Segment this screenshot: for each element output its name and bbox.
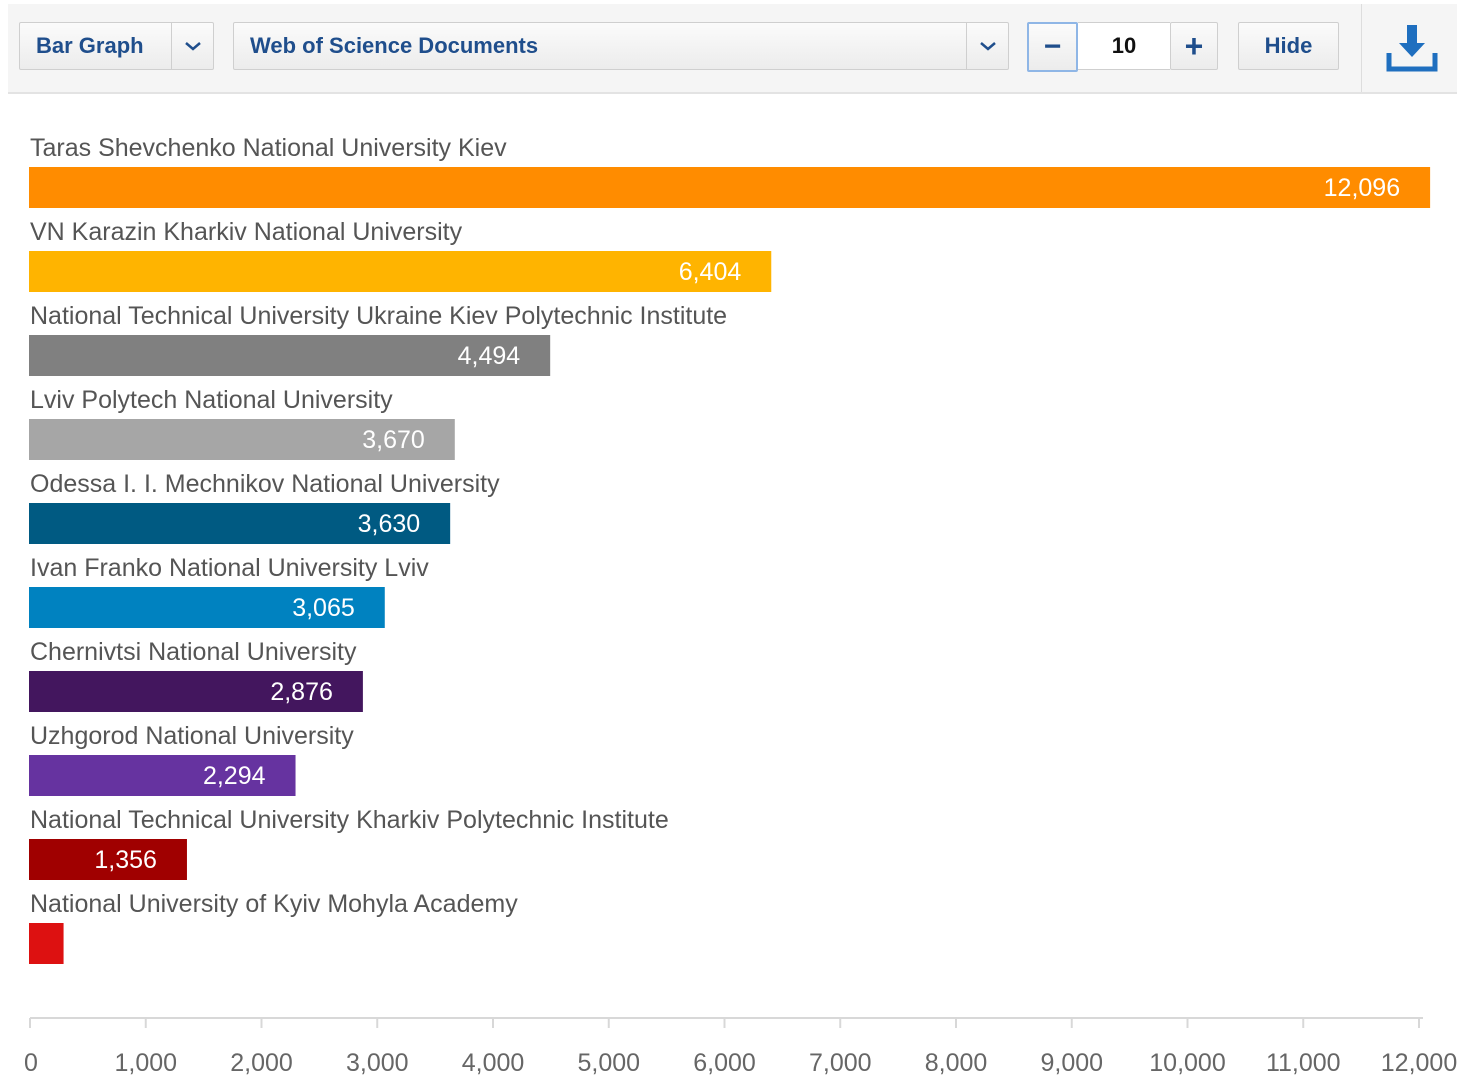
bar-value-label: 12,096 xyxy=(1324,174,1400,202)
bar-value-label: 3,670 xyxy=(362,426,425,454)
field-label: Web of Science Documents xyxy=(250,33,539,58)
bar xyxy=(29,503,451,544)
chevron-down-icon[interactable] xyxy=(171,23,213,69)
x-tick-label: 4,000 xyxy=(462,1049,525,1076)
x-tick-label: 5,000 xyxy=(577,1049,640,1076)
bar-value-label: 2,876 xyxy=(270,678,333,706)
x-tick-label: 12,000 xyxy=(1381,1049,1457,1076)
x-tick-label: 9,000 xyxy=(1040,1049,1103,1076)
x-tick-label: 2,000 xyxy=(230,1049,293,1076)
category-label: Uzhgorod National University xyxy=(30,722,354,750)
x-tick-label: 0 xyxy=(24,1049,38,1076)
x-tick-label: 6,000 xyxy=(693,1049,756,1076)
x-tick-label: 1,000 xyxy=(114,1049,177,1076)
chart-type-select[interactable]: Bar Graph xyxy=(19,22,214,70)
toolbar-divider xyxy=(1361,4,1362,92)
decrease-count-button[interactable]: − xyxy=(1027,22,1078,72)
bar-value-label: 3,630 xyxy=(358,510,421,538)
bar xyxy=(29,335,551,376)
chart-toolbar: Bar Graph Web of Science Documents − 10 … xyxy=(8,4,1457,94)
count-input[interactable]: 10 xyxy=(1078,22,1170,70)
category-label: Taras Shevchenko National University Kie… xyxy=(30,134,507,162)
bar xyxy=(29,419,455,460)
bar xyxy=(29,587,385,628)
x-tick-label: 3,000 xyxy=(346,1049,409,1076)
bar xyxy=(29,923,64,964)
category-label: National Technical University Kharkiv Po… xyxy=(30,806,669,834)
bar-value-label: 4,494 xyxy=(458,342,521,370)
category-label: Odessa I. I. Mechnikov National Universi… xyxy=(30,470,500,498)
x-tick-label: 10,000 xyxy=(1149,1049,1225,1076)
plus-icon: + xyxy=(1184,27,1204,64)
bar xyxy=(29,251,772,292)
hide-button[interactable]: Hide xyxy=(1238,22,1339,70)
bar xyxy=(29,839,187,880)
download-icon[interactable] xyxy=(1384,20,1440,74)
bar-value-label: 1,356 xyxy=(94,846,157,874)
category-label: Lviv Polytech National University xyxy=(30,386,393,414)
chart-type-label: Bar Graph xyxy=(36,33,144,58)
category-label: Ivan Franko National University Lviv xyxy=(30,554,429,582)
category-label: Chernivtsi National University xyxy=(30,638,357,666)
minus-icon: − xyxy=(1043,30,1062,63)
bar xyxy=(29,167,1431,208)
x-tick-label: 8,000 xyxy=(925,1049,988,1076)
bar xyxy=(29,755,296,796)
chevron-down-icon[interactable] xyxy=(966,23,1008,69)
increase-count-button[interactable]: + xyxy=(1170,22,1218,70)
bar-value-label: 3,065 xyxy=(292,594,355,622)
bar-value-label: 2,294 xyxy=(203,762,266,790)
x-tick-label: 7,000 xyxy=(809,1049,872,1076)
field-select[interactable]: Web of Science Documents xyxy=(233,22,1009,70)
category-label: National University of Kyiv Mohyla Acade… xyxy=(30,890,518,918)
x-tick-label: 11,000 xyxy=(1266,1049,1341,1076)
bar xyxy=(29,671,363,712)
category-label: VN Karazin Kharkiv National University xyxy=(30,218,463,246)
category-label: National Technical University Ukraine Ki… xyxy=(30,302,727,330)
bar-value-label: 6,404 xyxy=(679,258,742,286)
